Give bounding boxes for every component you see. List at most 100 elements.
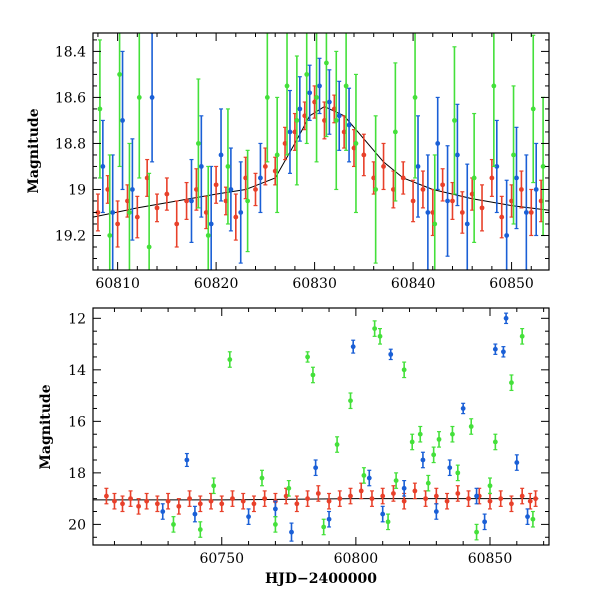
bottom-series-2-point [487, 477, 493, 495]
bottom-series-0-point [154, 495, 160, 513]
top-series-1-point [208, 165, 214, 270]
top-y-axis-label: Magnitude [26, 108, 42, 193]
top-x-ticks: 60810 60820 60830 60840 60850 [95, 33, 534, 292]
bottom-series-0-point [120, 495, 125, 513]
bottom-data-points [104, 312, 538, 542]
data-marker [519, 333, 525, 339]
bottom-series-2-point [227, 351, 233, 368]
data-marker [262, 164, 268, 169]
data-marker [540, 164, 546, 169]
top-series-2-point [530, 34, 536, 184]
data-marker [468, 424, 474, 429]
data-marker [219, 501, 225, 507]
top-model-line [93, 106, 549, 218]
data-marker [450, 198, 455, 204]
bottom-series-0-point [144, 492, 150, 510]
data-marker [218, 152, 224, 158]
top-series-1-point [110, 154, 116, 270]
data-marker [115, 221, 121, 227]
data-marker [388, 351, 394, 357]
top-series-1-point [317, 57, 322, 115]
data-marker [324, 60, 329, 66]
data-marker [129, 187, 135, 192]
data-marker [372, 326, 378, 332]
data-marker [198, 164, 204, 169]
data-marker [164, 191, 170, 197]
data-marker [519, 493, 525, 499]
data-marker [511, 152, 516, 158]
data-marker [286, 485, 292, 491]
data-marker [146, 244, 152, 250]
data-marker [487, 483, 493, 489]
data-marker [253, 187, 258, 192]
data-marker [136, 503, 142, 509]
top-series-1-point [189, 158, 194, 243]
data-marker [273, 506, 278, 512]
data-marker [187, 496, 192, 502]
top-series-1-point [287, 89, 293, 174]
top-series-2-point [471, 112, 477, 243]
data-marker [514, 175, 519, 181]
bottom-panel: 60750 60800 60850 12 14 16 18 20 Magnitude HJD… [38, 307, 550, 587]
bottom-series-0-point [165, 492, 171, 510]
data-marker [213, 182, 219, 188]
bottom-x-ticks: 60750 60800 60850 [113, 308, 545, 567]
data-marker [474, 493, 479, 499]
data-marker [287, 129, 293, 135]
data-marker [391, 491, 396, 496]
bottom-series-2-point [361, 467, 367, 484]
bottom-series-0-point [358, 482, 364, 500]
data-marker [464, 221, 470, 227]
top-series-1-point [258, 142, 263, 214]
data-marker [95, 210, 101, 215]
y-tick-label: 18.6 [55, 90, 86, 106]
top-series-1-point [435, 96, 441, 191]
data-marker [192, 511, 198, 517]
top-series-0-point [420, 170, 426, 209]
bottom-series-0-point [455, 485, 461, 502]
top-series-1-point [445, 145, 450, 257]
data-marker [238, 210, 244, 215]
bottom-series-0-point [348, 487, 353, 505]
top-series-1-point [494, 119, 500, 214]
bottom-plot-frame [92, 307, 550, 546]
bottom-series-1-point [350, 339, 356, 354]
top-series-2-point [205, 165, 211, 270]
data-marker [258, 175, 263, 181]
data-marker [509, 380, 514, 386]
bottom-series-0-point [337, 490, 343, 507]
data-marker [519, 187, 524, 192]
data-marker [104, 493, 109, 499]
data-marker [474, 529, 479, 535]
top-series-1-point [326, 69, 332, 135]
bottom-series-1-point [501, 346, 506, 358]
data-marker [176, 503, 182, 509]
bottom-y-axis-label: Magnitude [38, 384, 54, 469]
bottom-series-0-point [294, 495, 300, 513]
top-series-1-point [464, 163, 470, 270]
data-marker [264, 95, 270, 100]
data-marker [447, 465, 453, 471]
data-marker [527, 498, 533, 504]
data-marker [174, 221, 180, 227]
bottom-series-1-point [401, 479, 407, 497]
data-marker [227, 357, 233, 362]
bottom-series-1-point [366, 469, 372, 487]
data-marker [433, 509, 439, 514]
data-marker [294, 118, 300, 123]
data-marker [509, 501, 514, 507]
top-series-0-point [499, 195, 505, 239]
top-series-2-point [491, 33, 497, 168]
data-marker [97, 106, 103, 112]
data-marker [423, 496, 429, 502]
top-series-0-point [174, 200, 180, 248]
y-tick-label: 18.4 [55, 44, 86, 60]
bottom-series-0-point [380, 487, 386, 505]
bottom-series-0-point [128, 490, 133, 507]
bottom-series-0-point [240, 492, 246, 510]
top-series-2-point [373, 115, 379, 264]
bottom-series-0-point [533, 490, 538, 507]
data-marker [259, 475, 265, 481]
data-marker [353, 141, 359, 146]
bottom-series-2-point [425, 474, 431, 492]
